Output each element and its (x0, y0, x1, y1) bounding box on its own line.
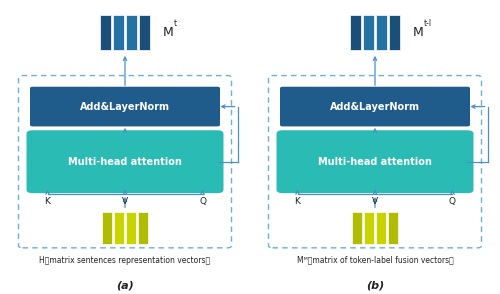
Bar (388, 212, 398, 244)
Text: Add&LayerNorm: Add&LayerNorm (330, 101, 420, 112)
Bar (352, 212, 362, 244)
Bar (102, 212, 112, 244)
Text: Q: Q (449, 197, 456, 206)
FancyBboxPatch shape (30, 87, 220, 126)
Text: H（matrix sentences representation vectors）: H（matrix sentences representation vector… (40, 256, 210, 265)
Text: t-l: t-l (424, 19, 432, 28)
Bar (114, 212, 124, 244)
Text: M: M (162, 26, 173, 39)
Bar (126, 212, 136, 244)
Bar (376, 15, 387, 50)
Text: V: V (122, 197, 128, 206)
Text: K: K (44, 197, 51, 206)
Text: Mᴹ（matrix of token‐label fusion vectors）: Mᴹ（matrix of token‐label fusion vectors） (296, 256, 454, 265)
Text: K: K (294, 197, 300, 206)
FancyBboxPatch shape (280, 87, 470, 126)
Bar (126, 15, 137, 50)
Text: Add&LayerNorm: Add&LayerNorm (80, 101, 170, 112)
Bar (364, 212, 374, 244)
FancyBboxPatch shape (26, 130, 224, 193)
Text: (a): (a) (116, 280, 134, 290)
Text: t: t (174, 19, 176, 28)
Text: Multi-head attention: Multi-head attention (68, 157, 182, 167)
Bar (138, 212, 148, 244)
Bar (389, 15, 400, 50)
Text: Q: Q (199, 197, 206, 206)
Bar (363, 15, 374, 50)
Text: V: V (372, 197, 378, 206)
Bar (100, 15, 111, 50)
Bar (350, 15, 361, 50)
Text: Multi-head attention: Multi-head attention (318, 157, 432, 167)
Bar (139, 15, 150, 50)
Text: (b): (b) (366, 280, 384, 290)
Bar (376, 212, 386, 244)
Text: M: M (412, 26, 424, 39)
FancyBboxPatch shape (276, 130, 473, 193)
Bar (113, 15, 124, 50)
